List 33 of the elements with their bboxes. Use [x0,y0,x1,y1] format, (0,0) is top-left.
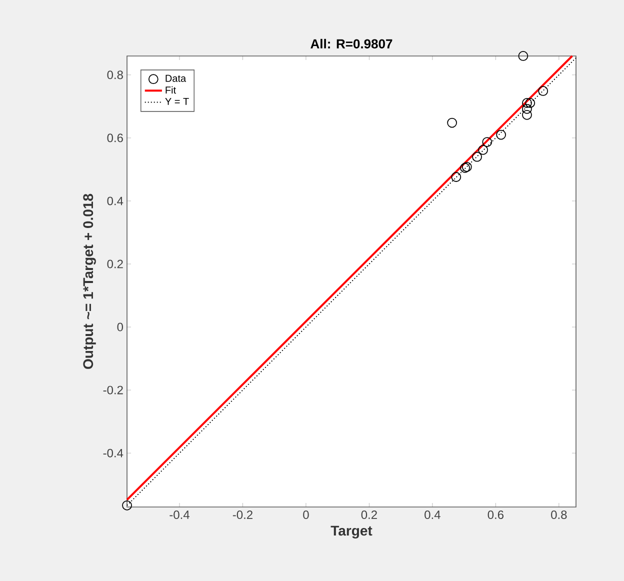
point [496,130,506,140]
x-tick-label: 0 [303,510,309,520]
point [482,137,492,147]
y-tick-label: 0 [117,322,124,332]
point [522,98,532,108]
x-tick-label: 0.8 [551,510,567,520]
point [451,172,462,182]
x-axis-title: Target [330,526,372,538]
x-tick-label: 0.2 [361,510,377,520]
point [522,110,532,120]
y-tick-label: 0.2 [107,260,123,268]
y-axis-title: Output ~= 1*Target + 0.018 [83,194,96,369]
point [525,98,536,108]
y-tick-label: -0.4 [103,448,124,458]
y-tick-label: 0.8 [107,70,123,80]
point [538,86,548,96]
y-tick-label: -0.2 [103,386,123,394]
x-tick-label: 0.4 [424,510,440,520]
point [122,500,132,510]
x-tick-label: -0.4 [170,510,190,520]
legend-label: Fit [166,86,176,94]
point [518,51,528,61]
chart-title: All: R=0.9807 [310,38,392,48]
point [447,118,457,128]
legend-label: Data [166,74,186,82]
x-tick-label: 0.6 [488,510,504,520]
legend-label: Y = T [165,98,189,105]
x-tick-label: -0.2 [232,510,252,520]
point [522,104,532,114]
y-tick-label: 0.4 [107,196,124,206]
point [472,152,482,162]
point [478,144,488,155]
y-tick-label: 0.6 [107,134,123,142]
